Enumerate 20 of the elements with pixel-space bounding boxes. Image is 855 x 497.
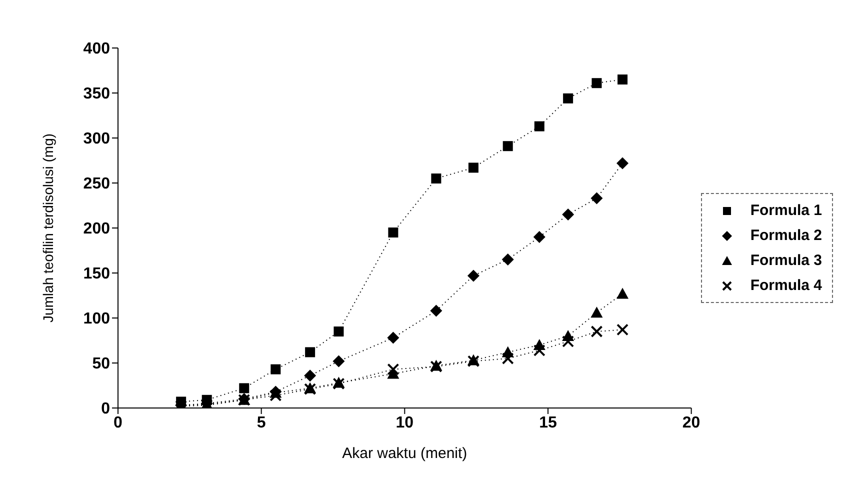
y-tick-label: 150 [83, 266, 110, 283]
y-tick-label: 200 [83, 220, 110, 238]
x-tick-label: 5 [256, 414, 266, 432]
legend-label: Formula 1 [750, 202, 822, 219]
y-tick-label: 0 [101, 400, 110, 418]
legend-label: Formula 4 [750, 277, 822, 294]
y-tick-label: 50 [92, 356, 110, 373]
y-tick-label: 250 [83, 176, 110, 193]
y-tick-label: 100 [83, 310, 110, 328]
legend-label: Formula 2 [750, 227, 822, 244]
y-tick-label: 300 [83, 130, 110, 148]
x-tick-label: 0 [114, 414, 123, 432]
x-axis-title: Akar waktu (menit) [342, 445, 468, 462]
x-tick-label: 10 [396, 414, 414, 432]
y-tick-label: 400 [83, 40, 110, 58]
x-tick-label: 20 [682, 414, 700, 432]
legend-label: Formula 3 [750, 252, 822, 269]
x-tick-label: 15 [539, 414, 557, 432]
y-tick-label: 350 [83, 86, 110, 103]
y-axis-title: Jumlah teofilin terdisolusi (mg) [40, 133, 56, 323]
